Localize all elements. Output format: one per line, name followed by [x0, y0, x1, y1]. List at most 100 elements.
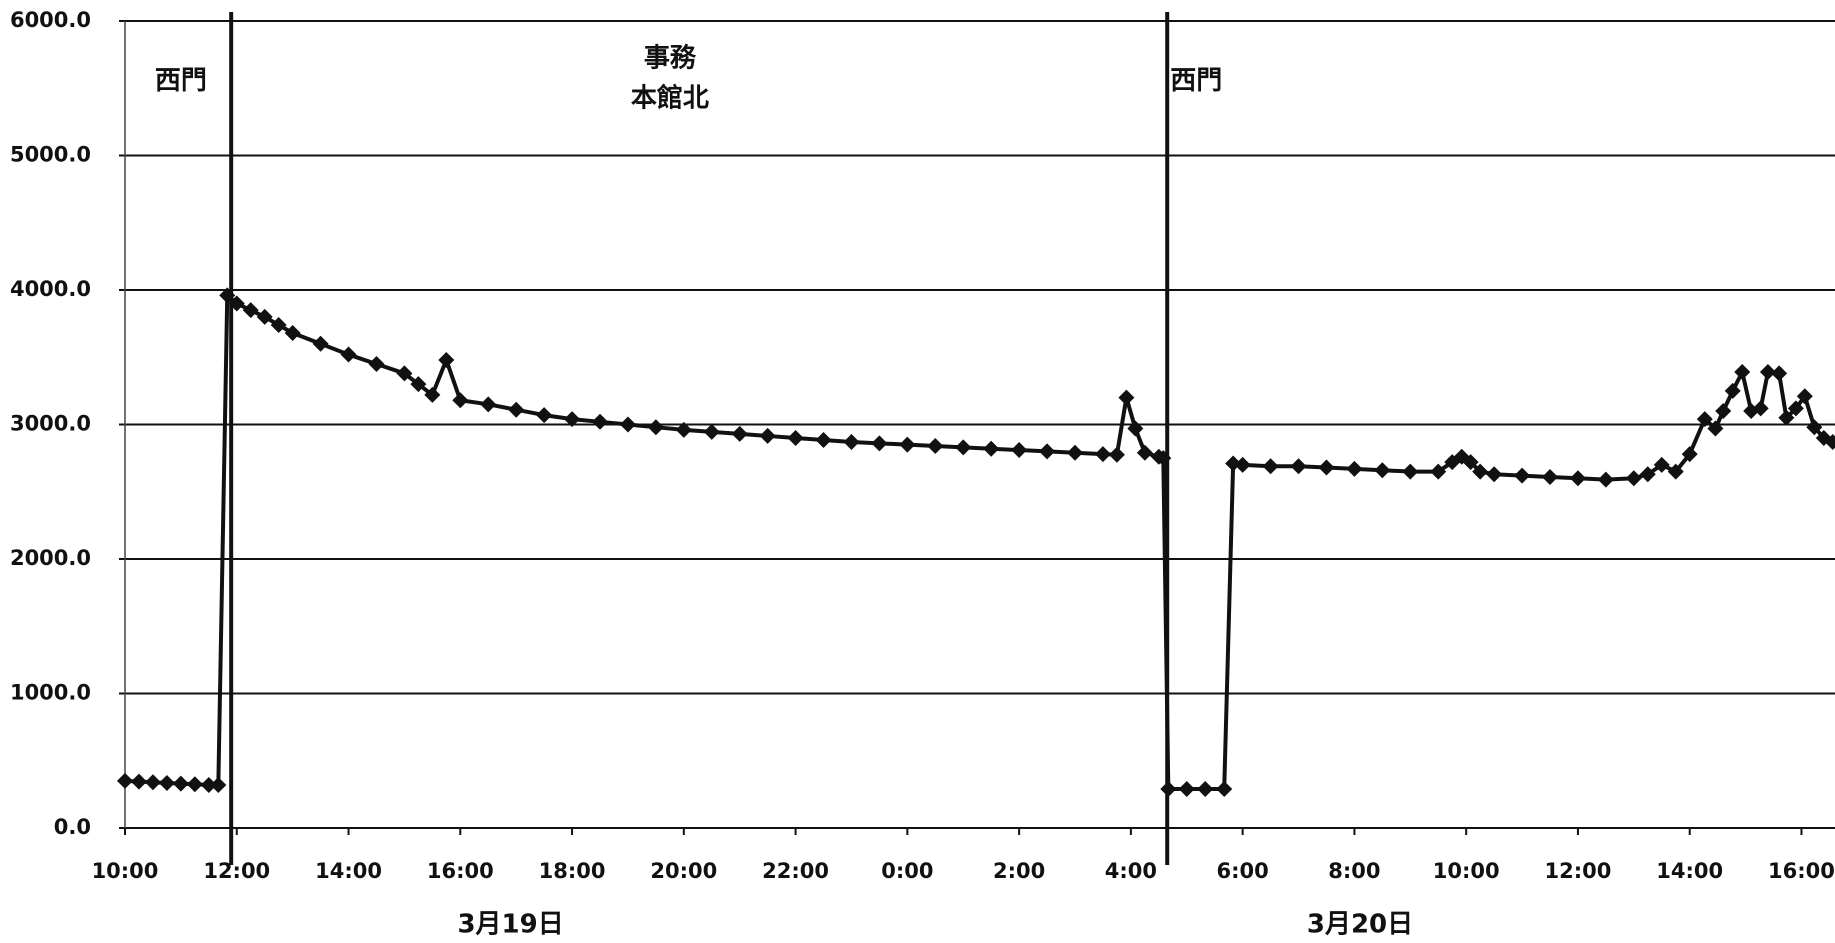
annotation: 西門 — [1170, 66, 1222, 96]
marker — [899, 436, 916, 453]
marker — [424, 386, 441, 403]
marker — [1011, 442, 1028, 459]
marker — [1824, 433, 1835, 450]
x-tick-label: 8:00 — [1328, 859, 1380, 883]
marker — [1462, 454, 1479, 471]
marker — [1155, 450, 1172, 467]
marker — [703, 423, 720, 440]
marker — [1216, 780, 1233, 797]
marker — [130, 773, 147, 790]
marker — [731, 425, 748, 442]
marker — [1787, 400, 1804, 417]
x-tick-label: 12:00 — [203, 859, 270, 883]
marker — [1796, 388, 1813, 405]
marker — [1569, 470, 1586, 487]
marker — [927, 438, 944, 455]
marker — [1225, 455, 1242, 472]
x-tick-label: 4:00 — [1105, 859, 1157, 883]
date-label: 3月20日 — [1307, 910, 1413, 940]
y-tick-label: 6000.0 — [10, 8, 91, 32]
annotation: 本館北 — [631, 82, 709, 113]
x-tick-label: 14:00 — [315, 859, 382, 883]
x-tick-label: 14:00 — [1656, 859, 1723, 883]
marker — [200, 776, 217, 793]
marker — [1346, 460, 1363, 477]
data-line — [124, 293, 1834, 791]
marker — [1707, 420, 1724, 437]
marker — [1374, 462, 1391, 479]
x-tick-label: 22:00 — [762, 859, 829, 883]
marker — [1318, 459, 1335, 476]
marker — [1290, 458, 1307, 475]
date-label: 3月19日 — [457, 910, 563, 940]
marker — [815, 431, 832, 448]
marker — [1667, 463, 1684, 480]
annotation: 西門 — [155, 66, 207, 96]
y-tick-label: 4000.0 — [10, 277, 91, 301]
marker — [1472, 463, 1489, 480]
marker — [1094, 446, 1111, 463]
marker — [1778, 409, 1795, 426]
marker — [242, 302, 259, 319]
x-tick-label: 0:00 — [881, 859, 933, 883]
marker — [228, 295, 245, 312]
marker — [1681, 446, 1698, 463]
marker — [1160, 780, 1177, 797]
marker — [1696, 411, 1713, 428]
marker — [1734, 364, 1751, 381]
y-tick-label: 2000.0 — [10, 546, 91, 570]
marker — [1402, 463, 1419, 480]
marker — [172, 775, 189, 792]
x-tick-label: 18:00 — [539, 859, 606, 883]
marker — [1430, 463, 1447, 480]
marker — [186, 776, 203, 793]
marker — [1514, 467, 1531, 484]
marker — [1639, 466, 1656, 483]
marker — [284, 325, 301, 342]
marker — [1771, 365, 1788, 382]
marker — [1262, 458, 1279, 475]
y-tick-label: 3000.0 — [10, 412, 91, 436]
marker — [340, 346, 357, 363]
marker — [1486, 466, 1503, 483]
marker — [1136, 444, 1153, 461]
marker — [144, 774, 161, 791]
marker — [1715, 403, 1732, 420]
marker — [1542, 468, 1558, 485]
marker — [1625, 470, 1642, 487]
marker — [787, 429, 804, 446]
marker — [117, 772, 133, 789]
y-tick-label: 0.0 — [54, 815, 91, 839]
x-tick-label: 10:00 — [92, 859, 159, 883]
marker — [1178, 780, 1195, 797]
marker — [410, 376, 427, 393]
marker — [536, 407, 553, 424]
marker — [1234, 456, 1251, 473]
marker — [759, 427, 776, 444]
marker — [1108, 446, 1125, 463]
marker — [843, 433, 860, 450]
marker — [508, 401, 525, 418]
marker — [1197, 780, 1214, 797]
marker — [675, 421, 692, 438]
x-tick-label: 12:00 — [1545, 859, 1612, 883]
marker — [256, 308, 273, 325]
marker — [871, 435, 888, 452]
marker — [983, 440, 1000, 457]
x-tick-label: 6:00 — [1217, 859, 1269, 883]
marker — [1724, 382, 1741, 399]
marker — [1118, 389, 1135, 406]
marker — [564, 411, 581, 428]
y-tick-label: 1000.0 — [10, 681, 91, 705]
marker — [1653, 456, 1670, 473]
marker — [647, 419, 664, 436]
x-tick-label: 16:00 — [427, 859, 494, 883]
marker — [158, 774, 175, 791]
marker — [452, 392, 469, 409]
x-tick-label: 16:00 — [1768, 859, 1835, 883]
annotation: 事務 — [644, 43, 697, 73]
marker — [396, 365, 413, 382]
x-tick-label: 20:00 — [650, 859, 717, 883]
x-tick-label: 2:00 — [993, 859, 1045, 883]
marker — [1597, 471, 1614, 488]
